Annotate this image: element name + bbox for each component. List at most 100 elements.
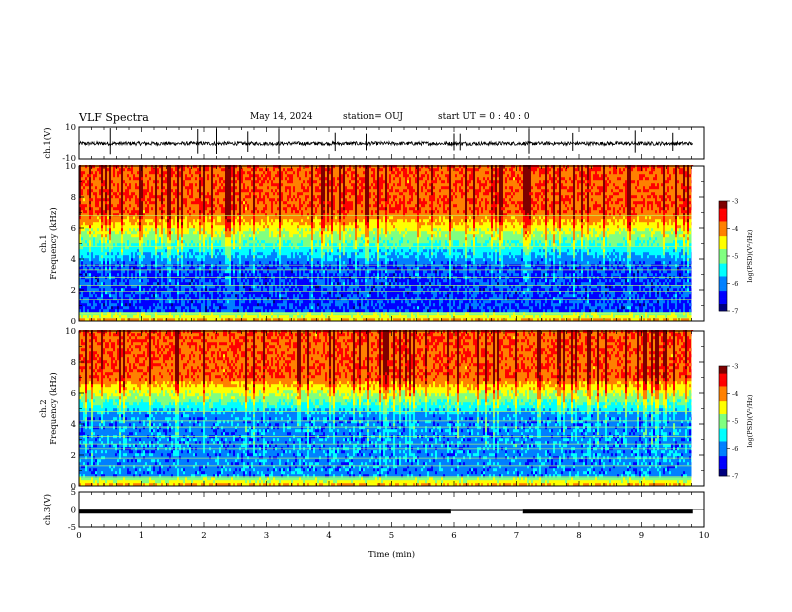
spectrogram-cell: [89, 210, 91, 213]
spectrogram-cell: [143, 306, 145, 309]
spectrogram-cell: [155, 300, 157, 303]
spectrogram-cell: [213, 300, 215, 303]
spectrogram-cell: [85, 258, 87, 261]
spectrogram-cell: [201, 222, 203, 225]
spectrogram-cell: [109, 222, 111, 225]
spectrogram-cell: [247, 228, 249, 231]
spectrogram-cell: [183, 261, 185, 264]
spectrogram-cell: [255, 306, 257, 309]
spectrogram-cell: [147, 288, 149, 291]
spectrogram-cell: [229, 288, 231, 291]
spectrogram-cell: [143, 174, 145, 177]
spectrogram-cell: [179, 252, 181, 255]
spectrogram-cell: [137, 237, 139, 240]
spectrogram-cell: [163, 306, 165, 309]
spectrogram-cell: [239, 243, 241, 246]
spectrogram-cell: [131, 297, 133, 300]
spectrogram-cell: [233, 228, 235, 231]
spectrogram-cell: [157, 264, 159, 267]
spectrogram-cell: [237, 186, 239, 189]
spectrogram-cell: [263, 243, 265, 246]
spectrogram-cell: [195, 198, 197, 201]
spectrogram-cell: [131, 261, 133, 264]
spectrogram-cell: [137, 258, 139, 261]
spectrogram-cell: [119, 174, 121, 177]
spectrogram-cell: [113, 234, 115, 237]
spectrogram-cell: [89, 222, 91, 225]
spectrogram-cell: [149, 261, 151, 264]
spectrogram-cell: [151, 195, 153, 198]
spectrogram-cell: [173, 294, 175, 297]
spectrogram-cell: [225, 222, 227, 225]
spectrogram-cell: [189, 243, 191, 246]
spectrogram-cell: [247, 243, 249, 246]
spectrogram-cell: [189, 273, 191, 276]
spectrogram-cell: [231, 240, 233, 243]
spectrogram-cell: [147, 261, 149, 264]
spectrogram-cell: [117, 210, 119, 213]
spectrogram-cell: [261, 219, 263, 222]
spectrogram-cell: [117, 306, 119, 309]
spectrogram-cell: [163, 258, 165, 261]
spectrogram-cell: [181, 297, 183, 300]
spectrogram-cell: [107, 189, 109, 192]
spectrogram-cell: [207, 282, 209, 285]
spectrogram-cell: [257, 222, 259, 225]
spectrogram-cell: [129, 231, 131, 234]
spectrogram-cell: [155, 198, 157, 201]
spectrogram-cell: [227, 234, 229, 237]
spectrogram-cell: [259, 195, 261, 198]
spectrogram-cell: [253, 177, 255, 180]
spectrogram-cell: [95, 171, 97, 174]
spectrogram-cell: [97, 309, 99, 312]
spectrogram-cell: [95, 174, 97, 177]
spectrogram-cell: [205, 249, 207, 252]
spectrogram-cell: [131, 174, 133, 177]
spectrogram-cell: [143, 207, 145, 210]
spectrogram-cell: [99, 231, 101, 234]
spectrogram-cell: [199, 273, 201, 276]
spectrogram-cell: [141, 234, 143, 237]
spectrogram-cell: [121, 216, 123, 219]
spectrogram-cell: [113, 210, 115, 213]
spectrogram-cell: [175, 210, 177, 213]
spectrogram-cell: [209, 168, 211, 171]
spectrogram-cell: [233, 288, 235, 291]
spectrogram-cell: [139, 297, 141, 300]
spectrogram-cell: [95, 216, 97, 219]
spectrogram-cell: [181, 303, 183, 306]
spectrogram-cell: [81, 174, 83, 177]
spectrogram-cell: [195, 180, 197, 183]
spectrogram-cell: [143, 288, 145, 291]
spectrogram-cell: [251, 192, 253, 195]
spectrogram-cell: [91, 252, 93, 255]
spectrogram-cell: [177, 243, 179, 246]
spectrogram-cell: [119, 216, 121, 219]
spectrogram-cell: [153, 231, 155, 234]
spectrogram-cell: [231, 282, 233, 285]
spectrogram-cell: [263, 183, 265, 186]
spectrogram-cell: [137, 204, 139, 207]
spectrogram-cell: [203, 231, 205, 234]
spectrogram-cell: [231, 306, 233, 309]
spectrogram-cell: [119, 168, 121, 171]
spectrogram-cell: [157, 210, 159, 213]
spectrogram-cell: [257, 168, 259, 171]
spectrogram-cell: [211, 297, 213, 300]
spectrogram-cell: [107, 225, 109, 228]
spectrogram-cell: [153, 177, 155, 180]
spectrogram-cell: [205, 270, 207, 273]
spectrogram-cell: [189, 174, 191, 177]
spectrogram-cell: [261, 297, 263, 300]
spectrogram-cell: [151, 249, 153, 252]
spectrogram-cell: [229, 261, 231, 264]
spectrogram-cell: [179, 195, 181, 198]
spectrogram-cell: [141, 231, 143, 234]
spectrogram-cell: [187, 210, 189, 213]
spectrogram-cell: [201, 270, 203, 273]
spectrogram-cell: [197, 219, 199, 222]
spectrogram-cell: [109, 258, 111, 261]
spectrogram-cell: [261, 225, 263, 228]
spectrogram-cell: [87, 165, 89, 168]
spectrogram-cell: [235, 240, 237, 243]
